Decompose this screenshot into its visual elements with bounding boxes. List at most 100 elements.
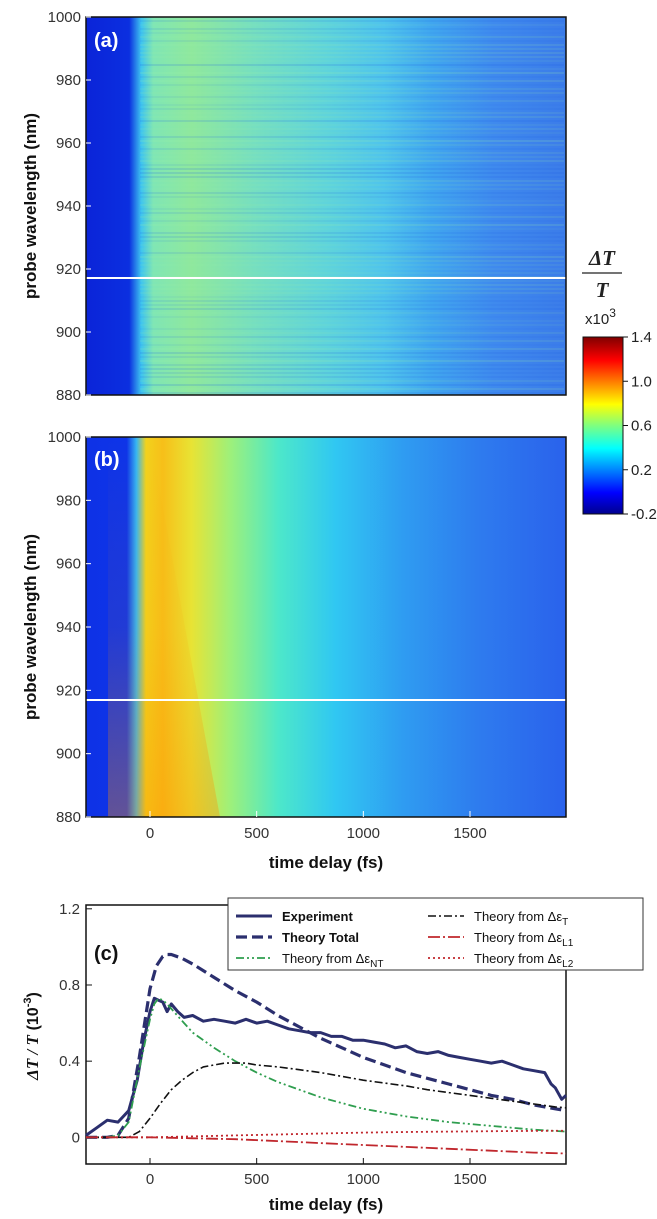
- heatmap-a-streak: [140, 360, 564, 362]
- heatmap-a-streak: [140, 96, 564, 98]
- heatmap-a-streak: [140, 36, 564, 38]
- heatmap-a-streak: [140, 316, 564, 318]
- heatmap-a-streak: [140, 196, 564, 198]
- y-axis-label-c: ΔT / T (10-3): [22, 992, 42, 1081]
- heatmap-a-streak: [140, 180, 564, 182]
- heatmap-a-streak: [140, 288, 564, 290]
- y-tick-label: 920: [56, 682, 81, 699]
- heatmap-a-streak: [140, 312, 564, 314]
- colorbar-ticks: 1.4 1.0 0.6 0.2 -0.2: [623, 329, 657, 523]
- x-tick-label: 0: [146, 1171, 154, 1188]
- heatmap-a-streak: [140, 84, 564, 86]
- heatmap-a-streak: [140, 272, 564, 274]
- heatmap-a-streak: [140, 240, 564, 242]
- x-tick-label: 500: [244, 825, 269, 842]
- colorbar-tick-label: 0.6: [631, 418, 652, 435]
- y-tick-label: 0.8: [59, 977, 80, 994]
- x-axis-label-b: time delay (fs): [269, 853, 383, 872]
- heatmap-a-streak: [140, 168, 564, 170]
- y-ticks-a: 1000 980 960 940 920 900 880: [48, 9, 91, 404]
- heatmap-a-streak: [140, 216, 564, 218]
- x-ticks-b: 0 500 1000 1500: [146, 811, 487, 842]
- heatmap-a-streak: [140, 292, 564, 294]
- y-axis-label-b: probe wavelength (nm): [21, 534, 40, 720]
- y-tick-label: 900: [56, 746, 81, 763]
- heatmap-a-streak: [140, 264, 564, 266]
- heatmap-a-streak: [140, 236, 564, 238]
- heatmap-a-streak: [140, 52, 564, 54]
- heatmap-a-streak: [140, 296, 564, 298]
- x-tick-label: 1500: [453, 825, 486, 842]
- heatmap-a-streak: [140, 344, 564, 346]
- legend-label-1: Theory Total: [282, 930, 359, 945]
- colorbar-title-bottom: T: [596, 278, 610, 302]
- x-tick-label: 1500: [453, 1171, 486, 1188]
- heatmap-a-streak: [140, 48, 564, 50]
- series-c: [85, 952, 568, 1155]
- y-tick-label: 980: [56, 492, 81, 509]
- heatmap-a-streak: [140, 220, 564, 222]
- heatmap-a-streak: [140, 280, 564, 282]
- x-tick-label: 1000: [347, 1171, 380, 1188]
- y-tick-label: 920: [56, 261, 81, 278]
- heatmap-a-streak: [140, 132, 564, 134]
- colorbar-scale: x103: [585, 306, 616, 328]
- heatmap-a-streak: [140, 28, 564, 30]
- heatmap-a-streak: [140, 148, 564, 150]
- y-tick-label: 980: [56, 72, 81, 89]
- heatmap-a-streak: [140, 384, 564, 386]
- heatmap-a-streak: [140, 324, 564, 326]
- heatmap-a-streak: [140, 380, 564, 382]
- heatmap-a-streak: [140, 328, 564, 330]
- y-tick-label: 0: [72, 1129, 80, 1146]
- heatmap-a-streak: [140, 336, 564, 338]
- heatmap-a-streak: [140, 260, 564, 262]
- panel-a: (a) 1000 980 960 940 920 900 880 probe wavelen…: [21, 9, 567, 404]
- x-tick-label: 500: [244, 1171, 269, 1188]
- heatmap-a-streak: [140, 128, 564, 130]
- heatmap-a-streak: [140, 356, 564, 358]
- y-tick-label: 940: [56, 198, 81, 215]
- heatmap-a-streak: [140, 252, 564, 254]
- heatmap-a-streak: [140, 388, 564, 390]
- heatmap-a-streak: [140, 112, 564, 114]
- heatmap-a-streak: [140, 116, 564, 118]
- heatmap-a-streak: [140, 184, 564, 186]
- y-tick-label: 1000: [48, 9, 81, 26]
- heatmap-a-streak: [140, 60, 564, 62]
- heatmap-a-streak: [140, 24, 564, 26]
- heatmap-a-streak: [140, 164, 564, 166]
- heatmap-a-streak: [140, 284, 564, 286]
- colorbar-gradient: [582, 336, 624, 515]
- legend-label-2: Theory from ΔεNT: [282, 951, 384, 970]
- heatmap-a: [86, 17, 566, 395]
- heatmap-a-streak: [140, 244, 564, 246]
- heatmap-a-streak: [140, 32, 564, 34]
- colorbar-title-top: ΔT: [588, 246, 616, 270]
- heatmap-a-streak: [140, 176, 564, 178]
- y-axis-label-a: probe wavelength (nm): [21, 113, 40, 299]
- heatmap-a-streak: [140, 364, 564, 366]
- legend-box: [227, 897, 644, 971]
- heatmap-a-streak: [140, 212, 564, 214]
- heatmap-a-streak: [140, 156, 564, 158]
- series-line-3: [86, 1062, 567, 1139]
- series-line-1: [86, 952, 567, 1139]
- heatmap-a-streak: [140, 92, 564, 94]
- x-axis-label-c: time delay (fs): [269, 1195, 383, 1214]
- heatmap-a-streak: [140, 208, 564, 210]
- heatmap-a-streak: [140, 172, 564, 174]
- series-line-4: [86, 1136, 567, 1155]
- colorbar: ΔT T x103 1.4 1.0 0.6 0.2 -0.2: [582, 246, 657, 523]
- heatmap-a-streak: [140, 376, 564, 378]
- y-tick-label: 880: [56, 387, 81, 404]
- heatmap-a-streak: [140, 140, 564, 142]
- legend-label-5: Theory from ΔεL2: [474, 951, 574, 970]
- heatmap-a-streak: [140, 20, 564, 22]
- heatmap-a-streak: [140, 304, 564, 306]
- heatmap-a-streak: [140, 348, 564, 350]
- colorbar-tick-label: 1.4: [631, 329, 652, 346]
- heatmap-a-streak: [140, 204, 564, 206]
- heatmap-a-streak: [140, 144, 564, 146]
